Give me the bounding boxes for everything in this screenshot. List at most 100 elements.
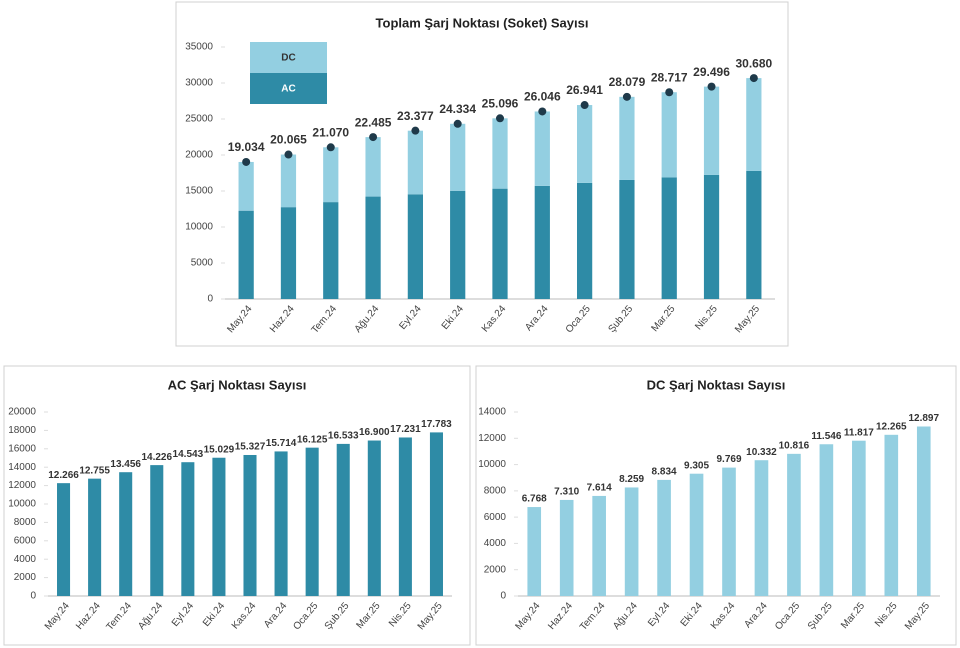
- chart-frame: [3, 365, 471, 646]
- value-label: 7.310: [554, 487, 579, 498]
- value-label: 16.125: [297, 434, 328, 445]
- bar-segment: [323, 202, 339, 299]
- y-tick-label: 0: [30, 591, 36, 602]
- total-dot: [242, 157, 251, 166]
- bar: [398, 437, 412, 596]
- total-dot: [622, 92, 631, 101]
- y-tick-label: 8000: [484, 485, 507, 496]
- legend-label: AC: [281, 84, 295, 95]
- bar: [819, 444, 834, 596]
- bar: [212, 457, 226, 596]
- value-label: 13.456: [110, 459, 141, 470]
- value-label: 11.546: [811, 431, 841, 442]
- total-label: 30.680: [735, 56, 772, 70]
- value-label: 8.834: [652, 467, 677, 478]
- bar-segment: [661, 177, 677, 299]
- y-tick-label: 10000: [8, 499, 36, 510]
- y-tick-label: 5000: [191, 258, 214, 269]
- bar: [884, 434, 899, 596]
- total-label: 21.070: [312, 125, 349, 139]
- bar: [624, 487, 639, 596]
- bar: [88, 478, 102, 596]
- total-label: 26.046: [524, 90, 561, 104]
- bar: [754, 460, 769, 596]
- value-label: 12.897: [908, 413, 939, 424]
- value-label: 11.817: [844, 427, 874, 438]
- bar: [57, 483, 71, 596]
- y-tick-label: 12000: [478, 433, 506, 444]
- bar: [787, 453, 801, 596]
- y-tick-label: 14000: [8, 462, 36, 473]
- value-label: 7.614: [587, 483, 612, 494]
- chart-title: Toplam Şarj Noktası (Soket) Sayısı: [376, 15, 589, 30]
- bar: [852, 440, 866, 596]
- bar: [689, 473, 704, 596]
- total-dot: [411, 126, 420, 135]
- value-label: 16.533: [328, 431, 359, 442]
- value-label: 12.755: [79, 465, 110, 476]
- bar-segment: [534, 111, 550, 186]
- bar: [181, 462, 195, 596]
- total-label: 28.717: [651, 70, 688, 84]
- value-label: 9.305: [684, 460, 709, 471]
- bar: [243, 454, 257, 596]
- value-label: 12.266: [48, 470, 79, 481]
- y-tick-label: 10000: [478, 459, 506, 470]
- value-label: 15.327: [235, 442, 266, 453]
- bar-segment: [407, 130, 423, 195]
- y-tick-label: 25000: [185, 114, 213, 125]
- value-label: 17.783: [421, 419, 452, 430]
- total-label: 25.096: [482, 96, 519, 110]
- total-dot: [453, 119, 462, 128]
- value-label: 17.231: [390, 424, 421, 435]
- total-label: 28.079: [609, 75, 646, 89]
- value-label: 14.226: [141, 452, 172, 463]
- legend-swatch: [250, 42, 327, 73]
- bar-segment: [619, 179, 635, 299]
- bar-segment: [577, 105, 593, 183]
- y-tick-label: 4000: [484, 538, 507, 549]
- total-label: 29.496: [693, 65, 730, 79]
- bar-segment: [365, 196, 381, 299]
- y-tick-label: 14000: [478, 407, 506, 418]
- bar-segment: [450, 123, 466, 191]
- value-label: 15.714: [266, 438, 297, 449]
- y-tick-label: 16000: [8, 443, 36, 454]
- total-dot: [665, 88, 674, 97]
- bar: [916, 426, 931, 596]
- y-tick-label: 4000: [14, 554, 37, 565]
- bar: [150, 465, 164, 596]
- chart-title: DC Şarj Noktası Sayısı: [647, 377, 786, 392]
- value-label: 6.768: [522, 494, 547, 505]
- value-label: 10.332: [746, 447, 777, 458]
- bar-segment: [619, 96, 635, 180]
- y-tick-label: 0: [207, 294, 213, 305]
- bar-segment: [492, 188, 508, 299]
- bar: [119, 472, 133, 596]
- total-label: 19.034: [228, 140, 265, 154]
- bar-segment: [577, 182, 593, 299]
- bar-segment: [534, 185, 550, 299]
- y-tick-label: 0: [500, 591, 506, 602]
- total-label: 26.941: [566, 83, 603, 97]
- total-label: 23.377: [397, 109, 434, 123]
- y-tick-label: 6000: [14, 535, 37, 546]
- bar-segment: [450, 190, 466, 299]
- bar: [336, 443, 350, 596]
- bar-segment: [407, 194, 423, 299]
- total-dot: [538, 107, 547, 116]
- y-tick-label: 8000: [14, 517, 37, 528]
- y-tick-label: 12000: [8, 480, 36, 491]
- bar: [722, 467, 736, 596]
- bar-segment: [703, 86, 720, 175]
- chart-title: AC Şarj Noktası Sayısı: [168, 377, 307, 392]
- bar: [592, 495, 606, 596]
- value-label: 14.543: [173, 449, 204, 460]
- y-tick-label: 18000: [8, 425, 36, 436]
- y-tick-label: 20000: [185, 150, 213, 161]
- total-dot: [707, 82, 716, 91]
- value-label: 12.265: [876, 421, 907, 432]
- total-dot: [326, 143, 335, 152]
- bar-segment: [323, 147, 339, 203]
- bar-segment: [746, 78, 762, 171]
